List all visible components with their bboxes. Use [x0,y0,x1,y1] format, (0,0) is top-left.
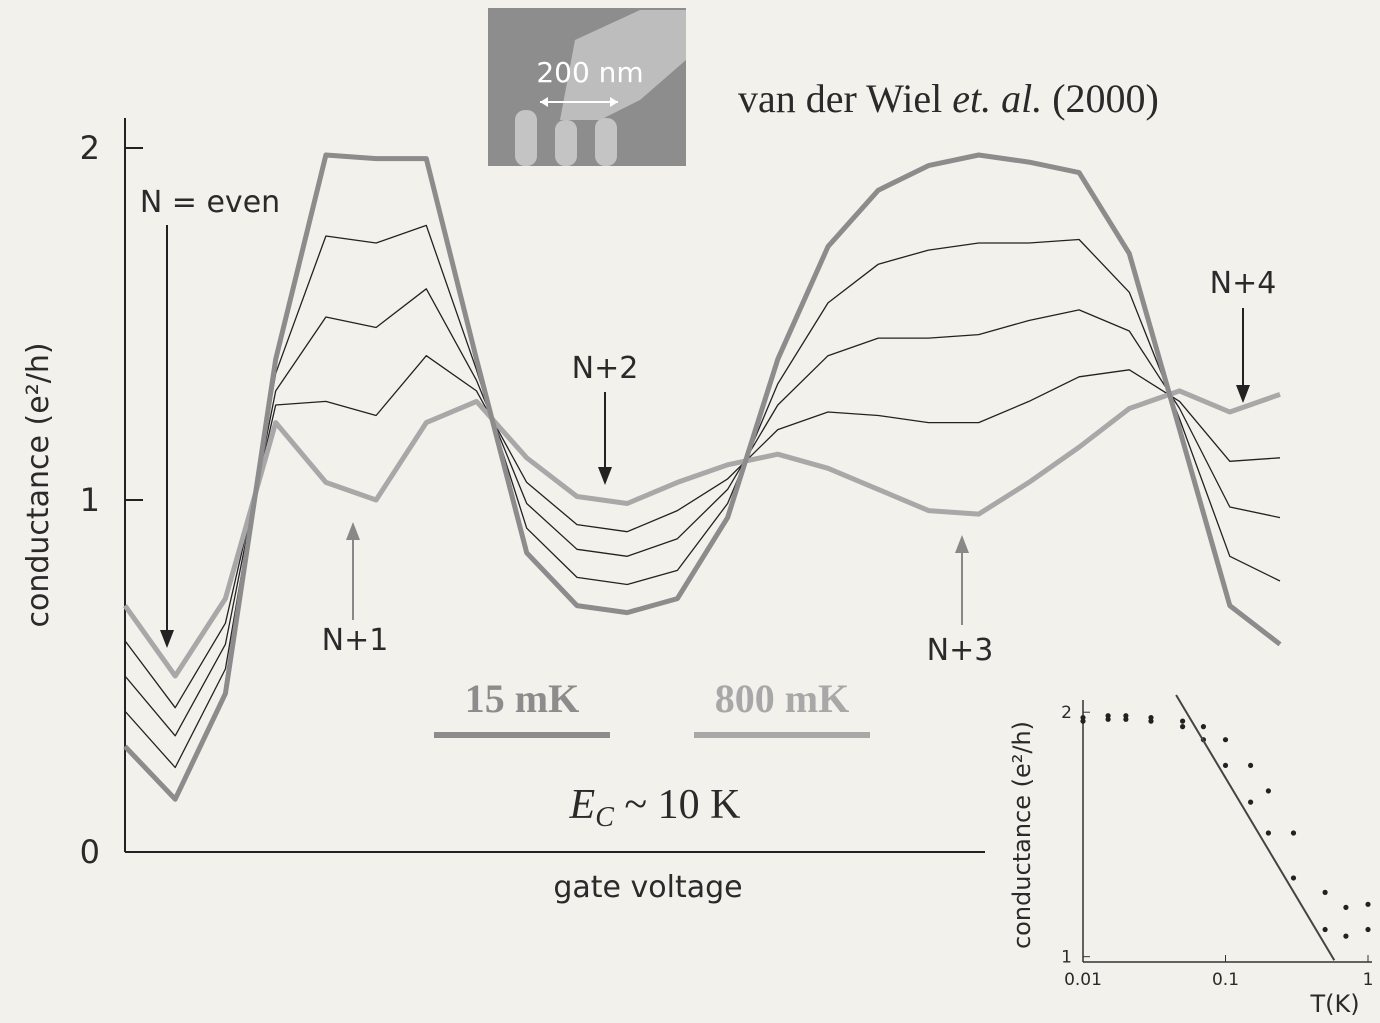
scale-label: 200 nm [536,56,643,89]
data-point [1180,724,1186,730]
series-line [123,152,1282,802]
citation: van der Wiel et. al. (2000) [738,76,1159,121]
y-tick-label: 1 [1061,948,1072,968]
y-tick-label: 2 [80,129,100,167]
annotation: N+4 [1210,266,1277,301]
citation-part: et. al. [952,76,1042,121]
annotation: N+2 [572,351,639,386]
x-tick-label: 1 [1363,970,1374,990]
data-point [1080,718,1086,724]
data-point [1322,889,1328,895]
fit-line [1175,694,1336,961]
data-point [1080,714,1086,721]
annotation: N = even [140,185,280,220]
data-point [1123,713,1129,719]
data-point [1265,788,1271,794]
data-point [1365,901,1371,907]
data-point [1105,716,1111,722]
series-line [124,355,1281,709]
x-axis-label: gate voltage [553,870,742,905]
y-tick-label: 2 [1061,703,1072,723]
sem-image: 200 nm [488,8,686,166]
x-tick-label: 0.01 [1064,970,1102,990]
data-point [1148,718,1154,724]
data-point [1365,926,1371,933]
data-point [1222,737,1229,743]
data-point [1290,830,1297,836]
energy-label: EC ~ 10 K [569,782,741,833]
legend: 15 mK 800 mK [434,676,870,738]
annotation: N+3 [927,633,994,668]
data-point [1265,830,1271,836]
data-point [1105,713,1111,719]
inset: conductance (e²/h) T(K) 0.01 0.1 1 1 2 [1008,694,1374,1018]
data-point [1123,716,1129,722]
energy-part: E [569,782,596,828]
series-line [122,388,1281,679]
data-point [1343,904,1349,910]
data-point [1247,799,1254,805]
y-tick-label: 0 [80,833,100,871]
y-axis-label: conductance (e²/h) [21,342,56,627]
y-tick-label: 1 [80,481,100,519]
data-point [1148,714,1154,721]
inset-x-label: T(K) [1309,990,1359,1018]
plot: 0 1 2 [80,129,1282,871]
series-line [124,224,1281,769]
data-point [1322,926,1328,933]
data-point [1290,875,1297,881]
series-line [124,288,1281,737]
citation-part: van der Wiel [738,76,952,121]
inset-y-label: conductance (e²/h) [1008,721,1036,949]
energy-part: ~ 10 K [614,782,741,828]
data-point [1180,718,1186,724]
annotation: N+1 [322,623,389,658]
legend-label: 15 mK [465,676,579,721]
x-tick-label: 0.1 [1212,970,1239,990]
data-point [1247,762,1254,769]
energy-part: C [595,802,614,833]
data-point [1200,724,1207,730]
data-point [1343,933,1349,939]
data-point [1222,762,1229,769]
annotations: N = even N+1 N+2 N+3 N+4 [140,185,1277,668]
citation-part: (2000) [1042,76,1159,121]
legend-label: 800 mK [715,676,849,721]
